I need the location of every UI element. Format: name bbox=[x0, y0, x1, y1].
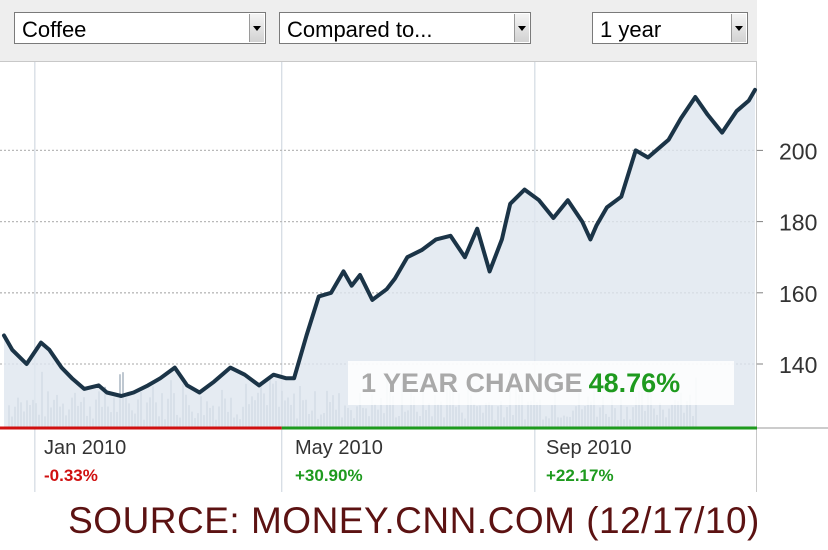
period-label: May 2010 bbox=[295, 437, 383, 459]
period-jan-2010: Jan 2010 -0.33% bbox=[44, 437, 126, 486]
compare-select[interactable]: Compared to... bbox=[279, 12, 531, 44]
chart-toolbar: Coffee Compared to... 1 year bbox=[0, 0, 757, 62]
price-chart: 140 160 180 200 bbox=[0, 62, 828, 492]
price-area-fill bbox=[4, 89, 755, 429]
chevron-down-icon[interactable] bbox=[514, 14, 529, 42]
year-change-value: 48.76% bbox=[588, 368, 681, 398]
compare-select-value: Compared to... bbox=[287, 17, 433, 42]
period-label: Sep 2010 bbox=[546, 437, 632, 459]
period-change: +22.17% bbox=[546, 466, 614, 485]
period-label: Jan 2010 bbox=[44, 437, 127, 459]
year-change-label: 1 YEAR CHANGE bbox=[361, 368, 583, 398]
chevron-down-icon[interactable] bbox=[731, 14, 746, 42]
price-area bbox=[2, 87, 757, 429]
commodity-select[interactable]: Coffee bbox=[14, 12, 266, 44]
range-select[interactable]: 1 year bbox=[592, 12, 748, 44]
period-change: +30.90% bbox=[295, 466, 363, 485]
year-change-box: 1 YEAR CHANGE 48.76% bbox=[348, 361, 734, 405]
y-axis-ticks: 140 160 180 200 bbox=[757, 138, 817, 378]
y-tick-label: 160 bbox=[779, 281, 817, 307]
price-line bbox=[2, 87, 757, 398]
period-may-2010: May 2010 +30.90% bbox=[295, 437, 383, 486]
commodity-select-value: Coffee bbox=[22, 17, 87, 42]
source-caption: SOURCE: MONEY.CNN.COM (12/17/10) bbox=[68, 500, 760, 541]
y-tick-label: 140 bbox=[779, 352, 817, 378]
y-tick-label: 200 bbox=[779, 138, 817, 164]
period-change: -0.33% bbox=[44, 466, 98, 485]
range-select-value: 1 year bbox=[600, 17, 662, 42]
period-sep-2010: Sep 2010 +22.17% bbox=[546, 437, 632, 486]
y-tick-label: 180 bbox=[779, 210, 817, 236]
chevron-down-icon[interactable] bbox=[249, 14, 264, 42]
